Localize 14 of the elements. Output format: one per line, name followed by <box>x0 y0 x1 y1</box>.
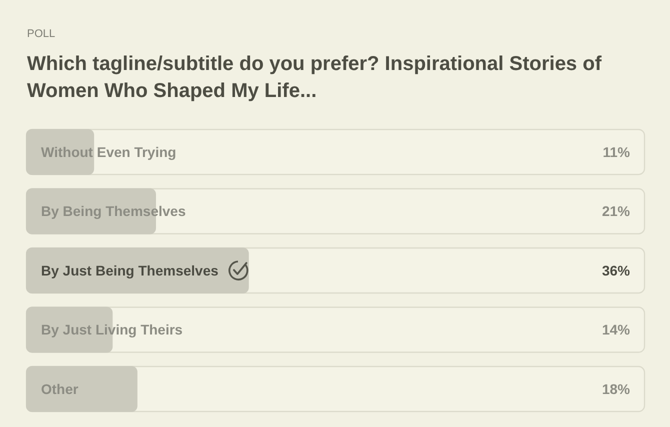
y-tick-label: By Just Living Theirs <box>41 322 183 338</box>
y-tick-label: By Just Being Themselves <box>41 262 219 278</box>
chart-title: Which tagline/subtitle do you prefer? Inspirational Stories of Women Who Shaped My Life... <box>27 53 602 102</box>
data-label: 36% <box>602 262 631 278</box>
y-tick-label: Other <box>41 380 79 397</box>
data-label: 21% <box>602 203 631 220</box>
data-label: 18% <box>602 380 631 397</box>
y-tick-label: Without Even Trying <box>41 144 176 160</box>
data-label: 14% <box>602 322 631 338</box>
bar <box>26 129 94 175</box>
bar <box>26 366 138 412</box>
data-label: 11% <box>602 144 631 160</box>
chart-subtitle: POLL <box>27 28 56 40</box>
y-tick-label: By Being Themselves <box>41 203 186 220</box>
